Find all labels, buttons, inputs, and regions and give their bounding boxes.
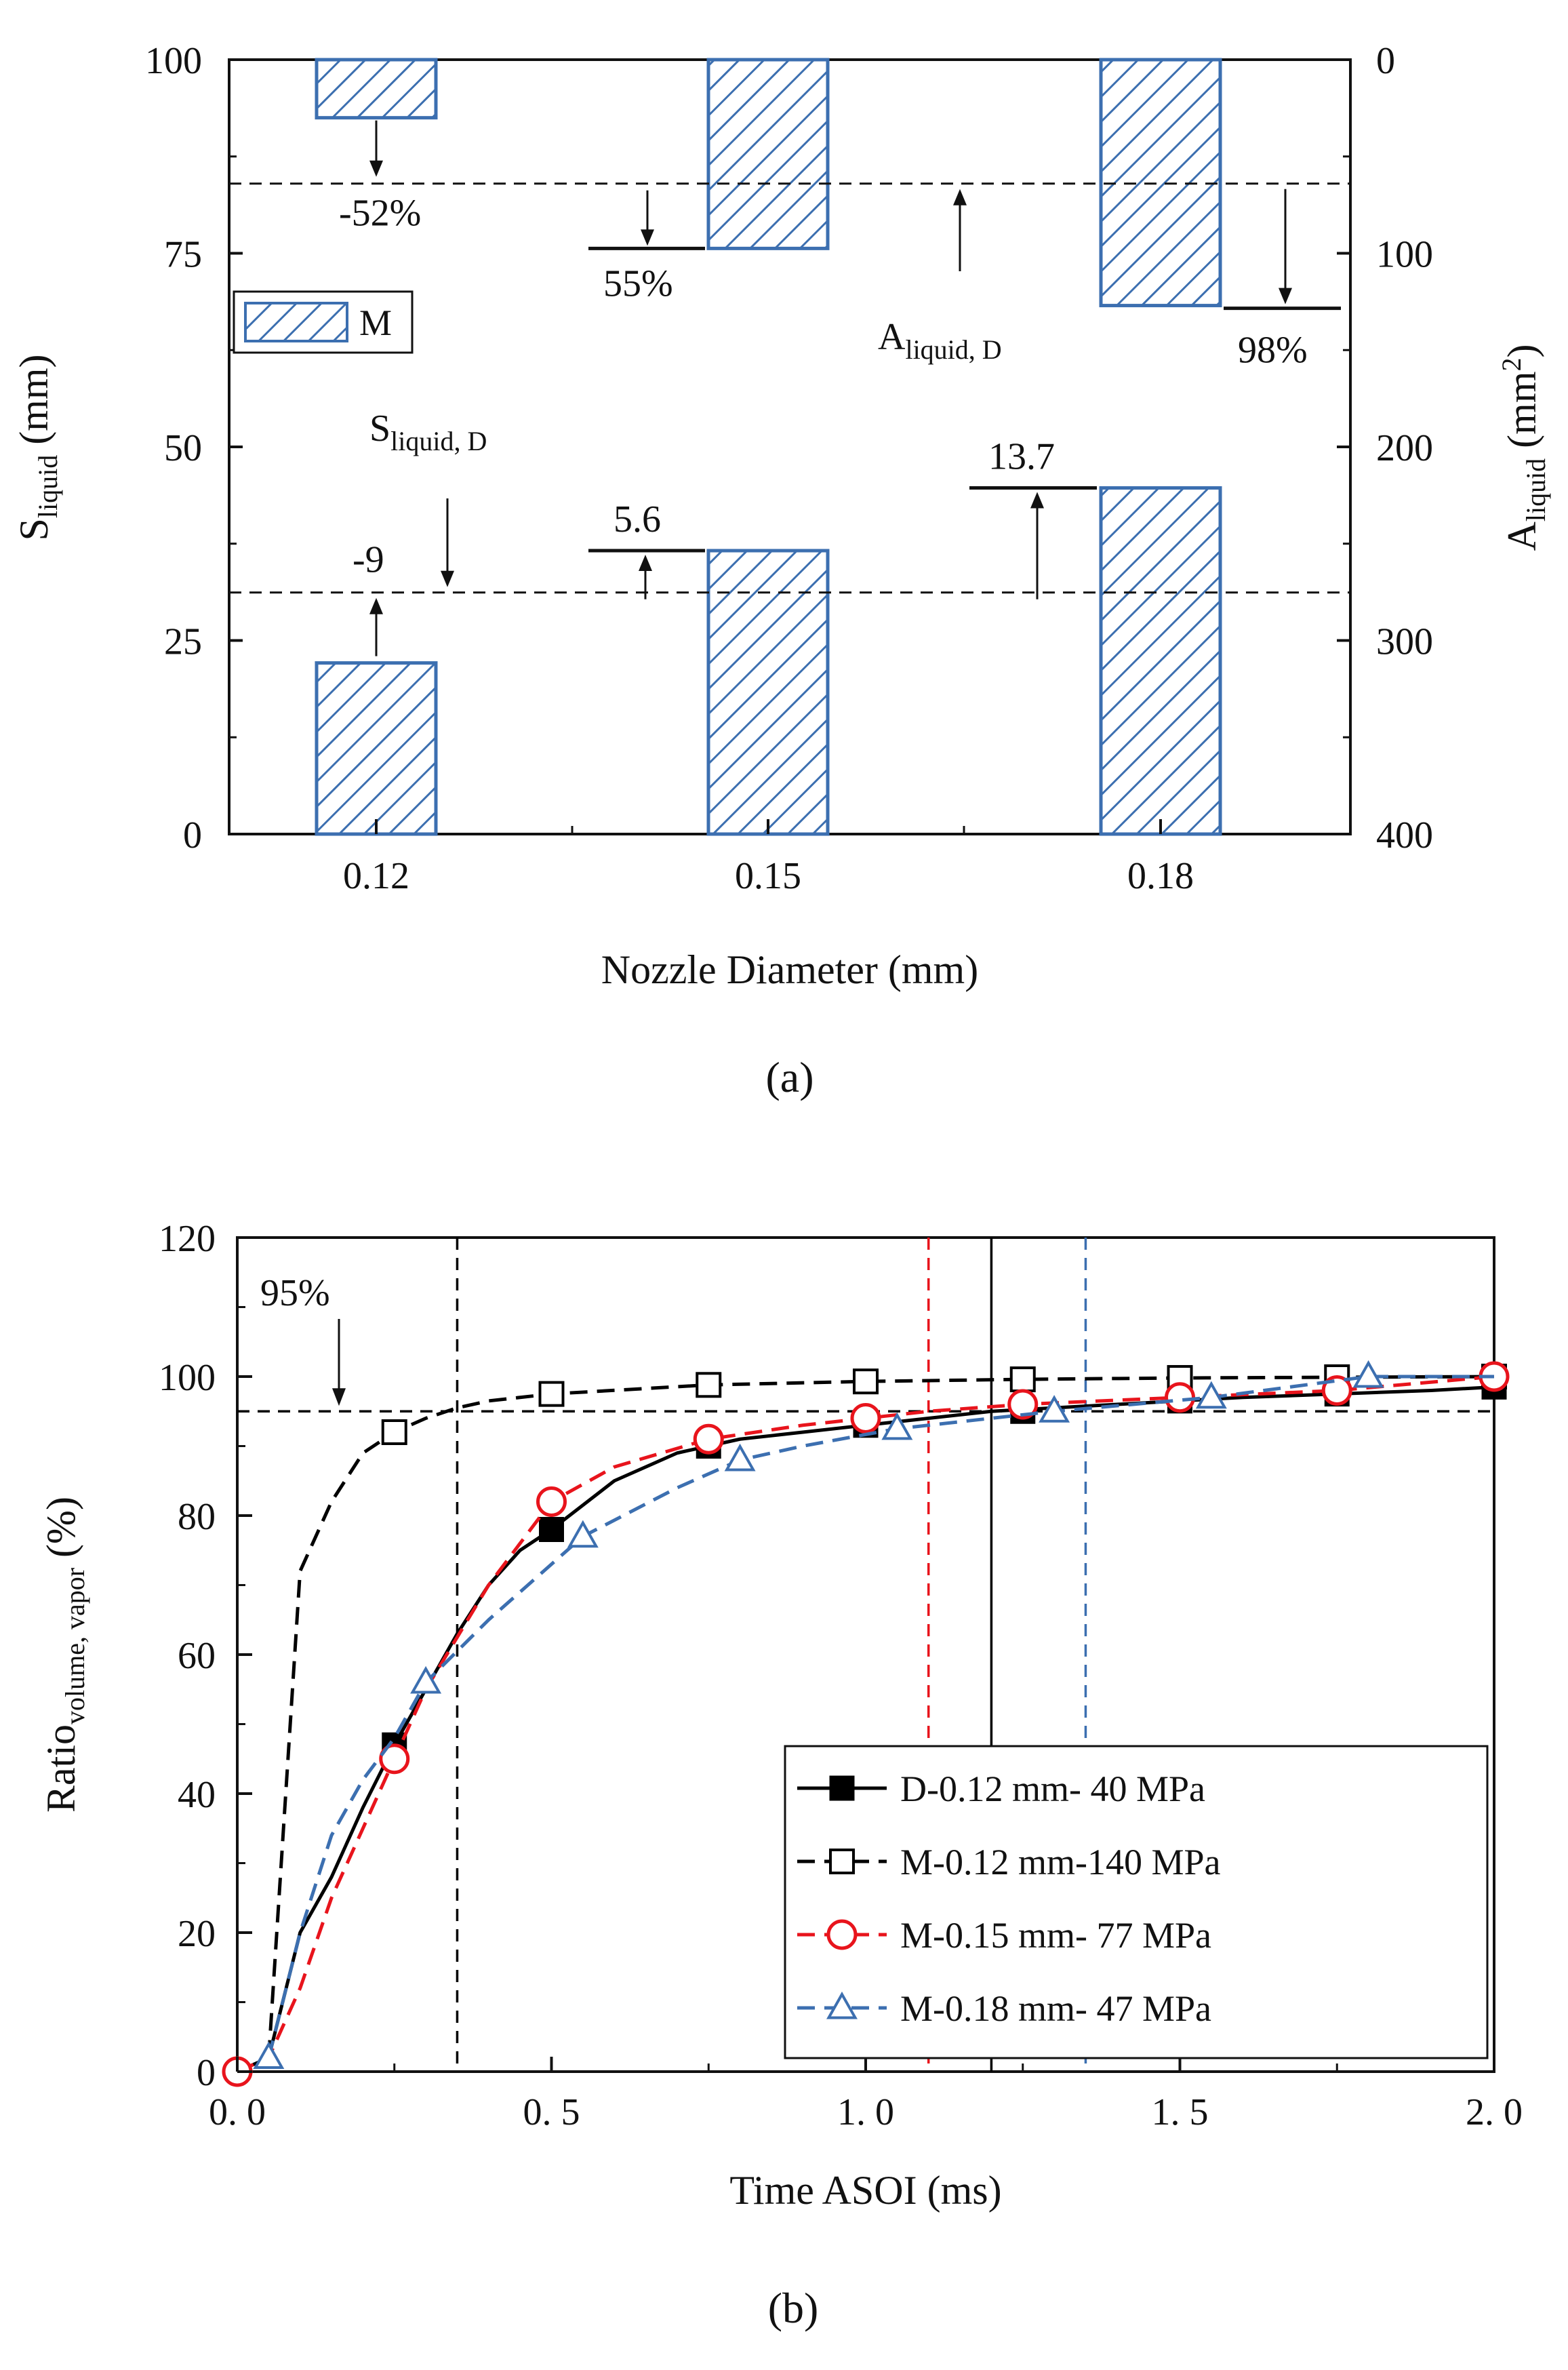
- series-2-point: [1321, 1375, 1352, 1406]
- label-s-liquid-0.12: -9: [353, 539, 384, 581]
- panel-a-caption: (a): [765, 1053, 813, 1101]
- series-line-1: [266, 1375, 1495, 2058]
- series-3-point: [567, 1520, 599, 1548]
- x-tick-label: 1. 5: [1152, 2091, 1209, 2133]
- series-1-point: [853, 1368, 879, 1395]
- y-tick-label: 20: [178, 1913, 216, 1955]
- panel-b-line-chart: 0. 0 0. 5 1. 0 1. 5 2. 0 0 20 40 60 80 100 120 95%…: [39, 1218, 1523, 2332]
- panel-a-y2-axis-label: Aliquid (mm2): [1496, 344, 1551, 551]
- arrow-s-0.18-head: [1030, 492, 1044, 509]
- series-1-point: [538, 1381, 565, 1407]
- bar-a-liquid-0.15: [706, 58, 830, 250]
- series-2-point: [693, 1423, 724, 1455]
- panel-a-y-axis-label: Sliquid (mm): [12, 354, 63, 540]
- series-2-point: [536, 1486, 567, 1517]
- series-3-point: [1039, 1395, 1070, 1423]
- series-line-2: [236, 1375, 1495, 2074]
- arrow-s-0.12-head: [369, 597, 383, 614]
- bar-s-liquid-0.18: [1099, 486, 1222, 836]
- panel-b-x-axis-label: Time ASOI (ms): [729, 2168, 1001, 2213]
- arrow-a-0.12-head: [369, 160, 383, 177]
- arrow-s-0.15-head: [639, 555, 652, 572]
- x-tick-label: 0. 5: [523, 2091, 580, 2133]
- a-liquid-d-label: Aliquid, D: [878, 316, 1002, 365]
- series-1-point: [381, 1419, 407, 1445]
- annotation-95-arrow-head: [332, 1388, 346, 1406]
- legend-label-m: M: [359, 302, 392, 343]
- series-2-point: [1165, 1382, 1195, 1413]
- y2-tick-label: 0: [1376, 40, 1395, 82]
- legend-marker-2: [826, 1919, 858, 1950]
- y-tick-label: 0: [183, 814, 202, 856]
- y2-tick-label: 300: [1376, 621, 1433, 663]
- series-2-point: [1007, 1389, 1039, 1420]
- series-2-point: [850, 1403, 881, 1434]
- y-tick-label: 75: [164, 234, 202, 276]
- series-1-point: [696, 1372, 722, 1398]
- arrow-a-0.15-head: [641, 229, 654, 246]
- y-tick-label: 0: [197, 2052, 216, 2094]
- legend-marker-0: [829, 1775, 855, 1801]
- bar-s-liquid-0.12: [315, 661, 438, 836]
- panel-a-x-axis-label: Nozzle Diameter (mm): [601, 947, 978, 992]
- y-tick-label: 100: [145, 40, 202, 82]
- bar-a-liquid-0.12: [315, 58, 438, 120]
- panel-a-bar-chart: 0 25 50 75 100 0 100 200 300 400 0.12 0.15 0.18 -5…: [12, 40, 1551, 1101]
- panel-a-legend: M: [233, 290, 414, 354]
- legend-label-0: D-0.12 mm- 40 MPa: [900, 1769, 1205, 1809]
- y-tick-label: 80: [178, 1496, 216, 1538]
- panel-b-legend: D-0.12 mm- 40 MPa M-0.12 mm-140 MPa M-0.15…: [784, 1745, 1489, 2059]
- series-3-point: [410, 1665, 442, 1694]
- x-tick-label-0.15: 0.15: [735, 855, 801, 897]
- label-a-liquid-0.12: -52%: [339, 193, 421, 235]
- legend-swatch-m: [244, 302, 348, 342]
- label-s-liquid-0.15: 5.6: [614, 498, 661, 540]
- panel-b-caption: (b): [768, 2284, 819, 2332]
- legend-box: [784, 1745, 1489, 2059]
- x-tick-label: 1. 0: [837, 2091, 894, 2133]
- y2-tick-label: 100: [1376, 234, 1433, 276]
- y-tick-label: 50: [164, 427, 202, 469]
- label-a-liquid-0.18: 98%: [1238, 330, 1308, 372]
- series-2-point: [379, 1743, 410, 1775]
- annotation-95-label: 95%: [260, 1272, 330, 1314]
- label-s-liquid-0.18: 13.7: [988, 436, 1055, 478]
- y-tick-label: 40: [178, 1774, 216, 1816]
- y-tick-label: 60: [178, 1635, 216, 1677]
- series-1-point: [1009, 1366, 1036, 1393]
- series-3-point: [1195, 1381, 1227, 1409]
- series-3-point: [881, 1412, 913, 1440]
- x-tick-label-0.12: 0.12: [343, 855, 409, 897]
- legend-label-1: M-0.12 mm-140 MPa: [900, 1842, 1221, 1882]
- x-tick-label: 0. 0: [209, 2091, 266, 2133]
- y2-tick-label: 200: [1376, 427, 1433, 469]
- x-tick-label: 2. 0: [1466, 2091, 1523, 2133]
- bar-a-liquid-0.18: [1099, 58, 1222, 308]
- arrow-a-0.18-head: [1279, 288, 1292, 304]
- y-tick-label: 100: [159, 1357, 216, 1399]
- y-tick-label: 120: [159, 1218, 216, 1260]
- y2-tick-label: 400: [1376, 814, 1433, 856]
- arrow-a-liquid-d-head: [953, 189, 967, 205]
- arrow-s-liquid-d-head: [441, 570, 454, 587]
- y-tick-label: 25: [164, 621, 202, 663]
- legend-marker-1: [829, 1849, 855, 1874]
- label-a-liquid-0.15: 55%: [603, 262, 673, 304]
- s-liquid-d-label: Sliquid, D: [369, 408, 487, 456]
- x-tick-label-0.18: 0.18: [1127, 855, 1194, 897]
- series-0-point: [539, 1517, 564, 1542]
- series-3-point: [1352, 1360, 1384, 1388]
- legend-marker-3: [826, 1991, 858, 2019]
- panel-b-y-axis-label: Ratiovolume, vapor (%): [39, 1497, 90, 1813]
- series-3-point: [724, 1443, 756, 1472]
- series-3-point: [253, 2041, 285, 2070]
- legend-label-2: M-0.15 mm- 77 MPa: [900, 1915, 1211, 1956]
- legend-label-3: M-0.18 mm- 47 MPa: [900, 1988, 1211, 2029]
- series-line-3: [266, 1375, 1494, 2059]
